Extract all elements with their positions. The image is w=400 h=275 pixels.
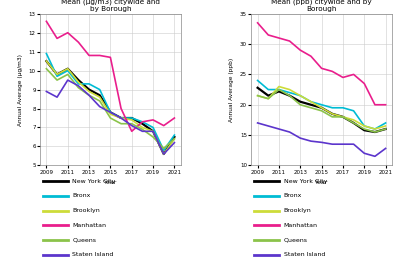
- Text: Staten Island: Staten Island: [284, 252, 325, 257]
- X-axis label: Year: Year: [104, 180, 117, 185]
- Text: Staten Island: Staten Island: [72, 252, 114, 257]
- Y-axis label: Annual Average (μg/m3): Annual Average (μg/m3): [18, 54, 23, 126]
- Text: Brooklyn: Brooklyn: [284, 208, 311, 213]
- X-axis label: Year: Year: [315, 180, 328, 185]
- Text: Bronx: Bronx: [284, 194, 302, 199]
- Text: Manhattan: Manhattan: [72, 223, 106, 228]
- Text: New York City: New York City: [72, 179, 116, 184]
- Text: New York City: New York City: [284, 179, 327, 184]
- Text: Manhattan: Manhattan: [284, 223, 318, 228]
- Title: Fine particles (PM2.5)
Mean (μg/m3) citywide and
by Borough: Fine particles (PM2.5) Mean (μg/m3) city…: [61, 0, 160, 12]
- Text: Queens: Queens: [284, 238, 308, 243]
- Title: Nitrogen dioxide (NO2)
Mean (ppb) citywide and by
Borough: Nitrogen dioxide (NO2) Mean (ppb) citywi…: [271, 0, 372, 12]
- Text: Bronx: Bronx: [72, 194, 91, 199]
- Text: Brooklyn: Brooklyn: [72, 208, 100, 213]
- Y-axis label: Annual Average (ppb): Annual Average (ppb): [230, 57, 234, 122]
- Text: Queens: Queens: [72, 238, 96, 243]
